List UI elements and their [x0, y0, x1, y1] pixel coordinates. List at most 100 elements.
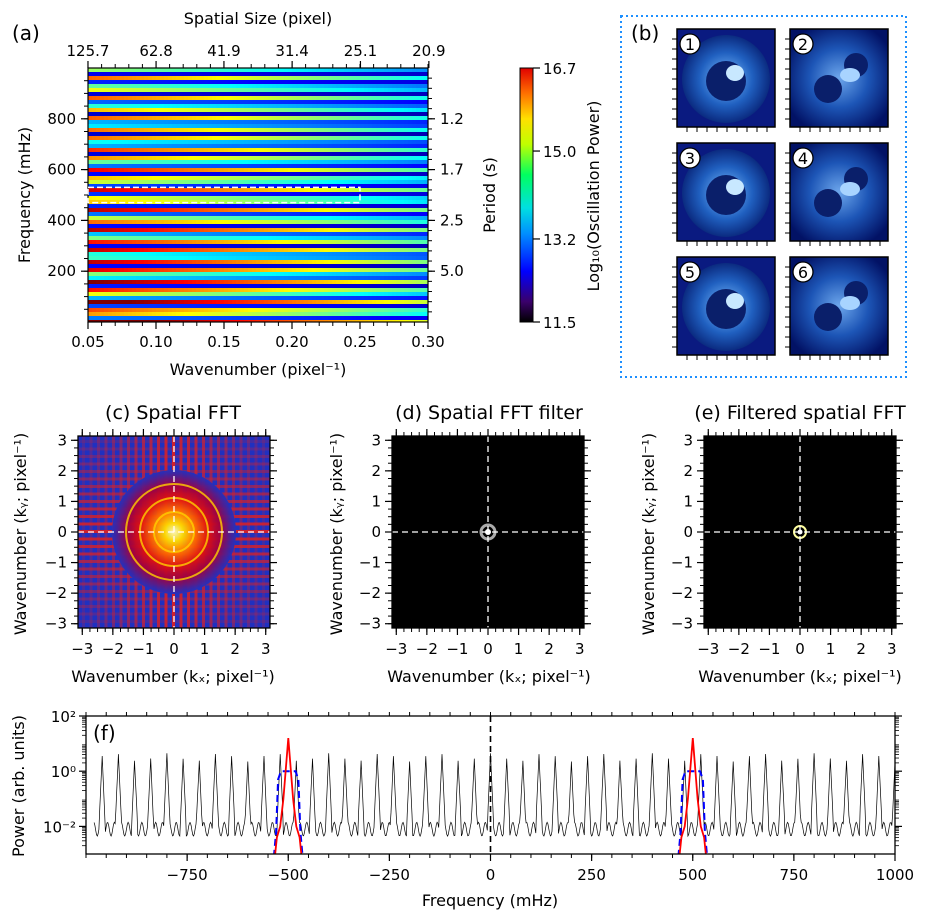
heatmap-cell	[352, 264, 357, 269]
heatmap-cell	[288, 168, 293, 173]
heatmap-cell	[228, 288, 233, 293]
heatmap-cell	[112, 252, 117, 257]
heatmap-cell	[332, 120, 337, 125]
heatmap-cell	[104, 212, 109, 217]
heatmap-cell	[280, 152, 285, 157]
heatmap-cell	[412, 228, 417, 233]
heatmap-cell	[324, 292, 329, 297]
heatmap-cell	[264, 216, 269, 221]
heatmap-cell	[316, 272, 321, 277]
heatmap-cell	[300, 180, 305, 185]
heatmap-cell	[304, 232, 309, 237]
heatmap-cell	[380, 228, 385, 233]
heatmap-cell	[424, 196, 428, 201]
heatmap-cell	[204, 72, 209, 77]
heatmap-cell	[168, 296, 173, 301]
heatmap-cell	[340, 224, 345, 229]
heatmap-cell	[192, 236, 197, 241]
heatmap-cell	[368, 72, 373, 77]
heatmap-cell	[344, 212, 349, 217]
heatmap-cell	[176, 172, 181, 177]
heatmap-cell	[396, 208, 401, 213]
heatmap-cell	[400, 228, 405, 233]
heatmap-cell	[172, 92, 177, 97]
heatmap-cell	[144, 264, 149, 269]
heatmap-cell	[148, 268, 153, 273]
heatmap-cell	[184, 248, 189, 253]
heatmap-cell	[240, 264, 245, 269]
heatmap-cell	[352, 196, 357, 201]
heatmap-cell	[292, 92, 297, 97]
heatmap-cell	[132, 80, 137, 85]
heatmap-cell	[104, 248, 109, 253]
heatmap-cell	[256, 112, 261, 117]
heatmap-cell	[348, 296, 353, 301]
heatmap-cell	[412, 240, 417, 245]
heatmap-cell	[212, 176, 217, 181]
heatmap-cell	[152, 284, 157, 289]
heatmap-cell	[128, 292, 133, 297]
heatmap-cell	[264, 196, 269, 201]
heatmap-cell	[220, 280, 225, 285]
heatmap-cell	[204, 212, 209, 217]
heatmap-cell	[356, 80, 361, 85]
heatmap-cell	[388, 284, 393, 289]
heatmap-cell	[236, 208, 241, 213]
heatmap-cell	[316, 180, 321, 185]
heatmap-cell	[112, 104, 117, 109]
heatmap-cell	[352, 276, 357, 281]
heatmap-cell	[184, 216, 189, 221]
heatmap-cell	[124, 280, 129, 285]
heatmap-cell	[260, 104, 265, 109]
heatmap-cell	[292, 80, 297, 85]
heatmap-cell	[380, 128, 385, 133]
heatmap-cell	[136, 300, 141, 305]
heatmap-cell	[296, 212, 301, 217]
heatmap-cell	[384, 220, 389, 225]
heatmap-cell	[420, 256, 425, 261]
heatmap-cell	[384, 248, 389, 253]
heatmap-cell	[148, 284, 153, 289]
heatmap-cell	[312, 124, 317, 129]
heatmap-cell	[416, 232, 421, 237]
heatmap-cell	[356, 100, 361, 105]
heatmap-cell	[352, 116, 357, 121]
heatmap-cell	[128, 164, 133, 169]
heatmap-cell	[356, 140, 361, 145]
heatmap-cell	[276, 144, 281, 149]
heatmap-cell	[112, 160, 117, 165]
heatmap-cell	[392, 180, 397, 185]
heatmap-cell	[204, 92, 209, 97]
heatmap-cell	[168, 236, 173, 241]
heatmap-cell	[296, 288, 301, 293]
heatmap-cell	[360, 256, 365, 261]
heatmap-cell	[408, 188, 413, 193]
heatmap-cell	[252, 264, 257, 269]
heatmap-cell	[128, 192, 133, 197]
heatmap-cell	[412, 84, 417, 89]
heatmap-cell	[220, 272, 225, 277]
heatmap-cell	[340, 136, 345, 141]
heatmap-cell	[132, 260, 137, 265]
heatmap-cell	[416, 72, 421, 77]
heatmap-cell	[112, 124, 117, 129]
heatmap-cell	[104, 172, 109, 177]
heatmap-cell	[336, 84, 341, 89]
heatmap-cell	[304, 128, 309, 133]
heatmap-cell	[156, 268, 161, 273]
heatmap-cell	[384, 136, 389, 141]
heatmap-cell	[324, 208, 329, 213]
heatmap-cell	[160, 300, 165, 305]
heatmap-cell	[376, 116, 381, 121]
heatmap-cell	[412, 244, 417, 249]
heatmap-cell	[224, 292, 229, 297]
heatmap-cell	[256, 104, 261, 109]
heatmap-cell	[216, 176, 221, 181]
heatmap-cell	[124, 192, 129, 197]
heatmap-cell	[268, 120, 273, 125]
heatmap-cell	[136, 104, 141, 109]
heatmap-cell	[132, 136, 137, 141]
heatmap-cell	[272, 96, 277, 101]
heatmap-cell	[304, 216, 309, 221]
heatmap-cell	[212, 124, 217, 129]
